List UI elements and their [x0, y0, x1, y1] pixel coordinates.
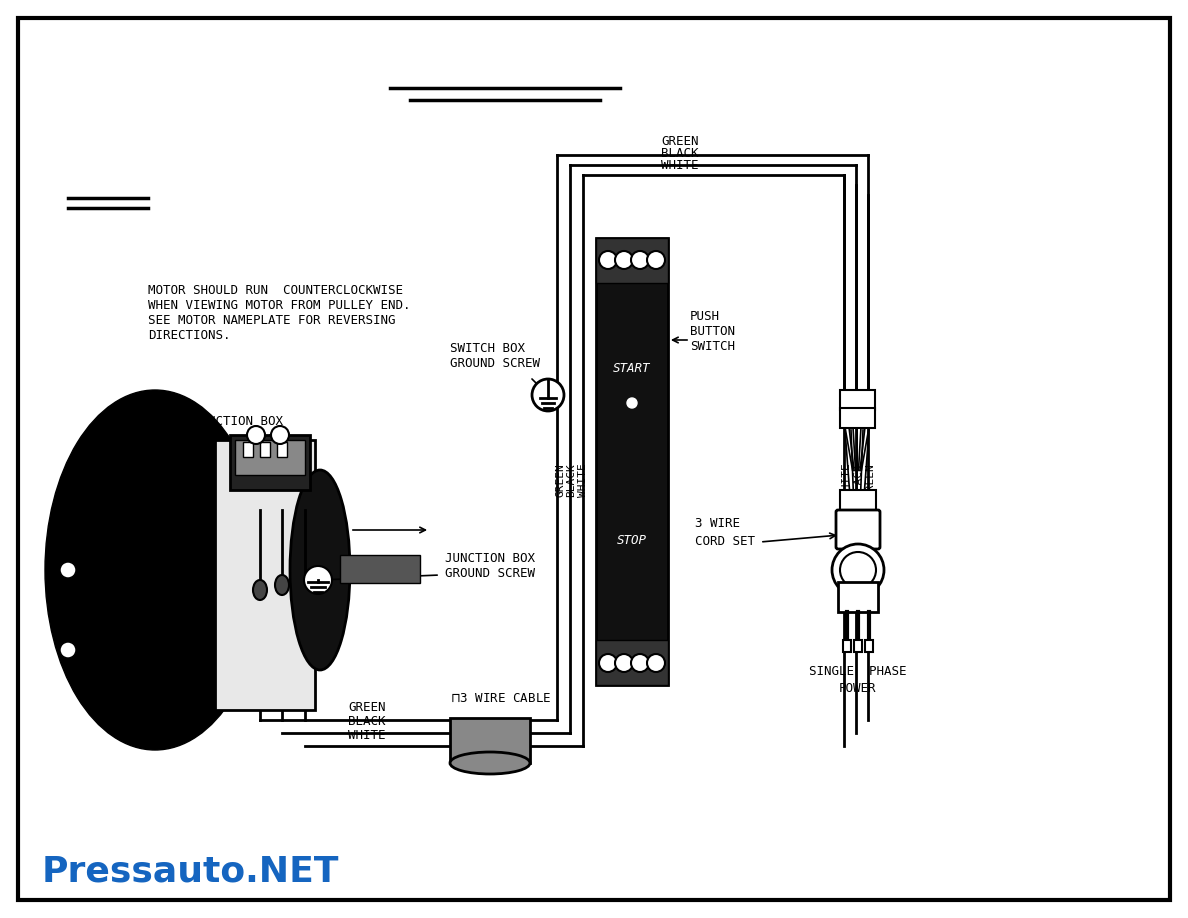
Text: $\sqcap$3 WIRE CABLE: $\sqcap$3 WIRE CABLE	[450, 692, 551, 705]
Bar	[843, 640, 851, 652]
Bar	[260, 442, 270, 457]
Text: GREEN: GREEN	[348, 701, 385, 714]
Circle shape	[247, 426, 265, 444]
Text: PUSH
BUTTON
SWITCH: PUSH BUTTON SWITCH	[690, 310, 735, 353]
Text: WHITE: WHITE	[348, 729, 385, 742]
Ellipse shape	[45, 390, 265, 750]
Text: SINGLE  PHASE: SINGLE PHASE	[809, 665, 906, 678]
FancyBboxPatch shape	[836, 510, 880, 549]
Text: Pressauto.NET: Pressauto.NET	[42, 854, 340, 888]
Circle shape	[599, 654, 617, 672]
Ellipse shape	[832, 544, 884, 596]
Text: MOTOR JUNCTION BOX: MOTOR JUNCTION BOX	[148, 415, 283, 428]
Text: CORD SET: CORD SET	[695, 535, 756, 548]
Bar	[277, 442, 287, 457]
Text: MOTOR SHOULD RUN  COUNTERCLOCKWISE
WHEN VIEWING MOTOR FROM PULLEY END.
SEE MOTOR: MOTOR SHOULD RUN COUNTERCLOCKWISE WHEN V…	[148, 284, 411, 342]
Bar	[838, 582, 878, 612]
Circle shape	[647, 654, 665, 672]
Text: BLACK: BLACK	[348, 715, 385, 728]
Bar	[215, 440, 315, 710]
Text: GROUND SCREW: GROUND SCREW	[446, 567, 535, 580]
Circle shape	[532, 379, 564, 411]
Text: JUNCTION BOX: JUNCTION BOX	[446, 552, 535, 565]
Circle shape	[627, 398, 637, 408]
Bar	[596, 640, 668, 685]
Bar	[840, 390, 876, 410]
Circle shape	[61, 642, 76, 658]
Bar	[596, 238, 668, 685]
Text: BLACK: BLACK	[565, 463, 576, 497]
Text: WHITE: WHITE	[662, 159, 699, 172]
Circle shape	[615, 654, 633, 672]
Bar	[230, 435, 310, 490]
Text: GREEN: GREEN	[662, 135, 699, 148]
Text: SWITCH BOX: SWITCH BOX	[450, 342, 525, 355]
Text: BLACK: BLACK	[853, 463, 862, 497]
Ellipse shape	[274, 575, 289, 595]
Text: GROUND SCREW: GROUND SCREW	[450, 357, 541, 370]
Bar	[840, 408, 876, 428]
Circle shape	[631, 654, 649, 672]
Text: BLACK: BLACK	[662, 147, 699, 160]
Circle shape	[647, 251, 665, 269]
Text: POWER: POWER	[839, 682, 877, 695]
Text: GREEN: GREEN	[865, 463, 876, 497]
Ellipse shape	[450, 752, 530, 774]
Ellipse shape	[840, 552, 876, 588]
Bar	[235, 440, 305, 475]
Circle shape	[615, 251, 633, 269]
Text: GREEN: GREEN	[555, 463, 565, 497]
Circle shape	[61, 562, 76, 578]
Bar	[244, 442, 253, 457]
Ellipse shape	[290, 470, 350, 670]
Text: 3 WIRE: 3 WIRE	[695, 517, 740, 530]
Bar	[450, 718, 530, 763]
Text: WHITE: WHITE	[842, 463, 852, 497]
Text: WHITE: WHITE	[579, 463, 588, 497]
Bar	[865, 640, 873, 652]
Bar	[840, 490, 876, 512]
Circle shape	[271, 426, 289, 444]
Text: STOP: STOP	[617, 533, 647, 546]
Circle shape	[304, 566, 331, 594]
Bar	[596, 238, 668, 283]
Text: START: START	[613, 362, 651, 375]
Circle shape	[631, 251, 649, 269]
Bar	[854, 640, 862, 652]
Ellipse shape	[253, 580, 267, 600]
Bar	[340, 555, 421, 583]
Circle shape	[599, 251, 617, 269]
